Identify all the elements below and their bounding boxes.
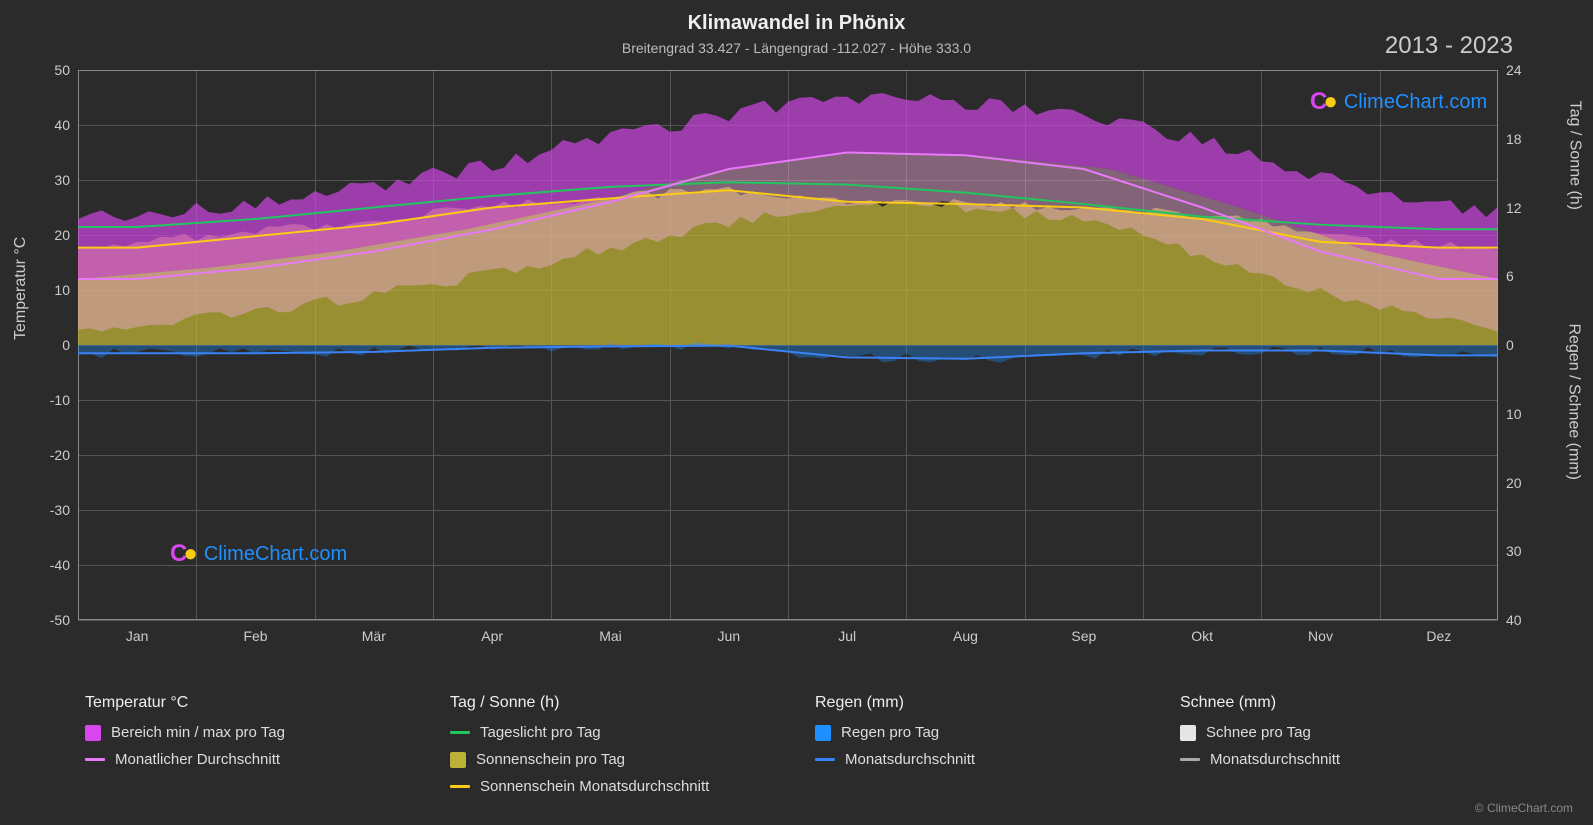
legend-column: Regen (mm) Regen pro Tag Monatsdurchschnit…: [815, 694, 1140, 805]
y-tick-right-bottom: 30: [1506, 543, 1522, 559]
y-tick-left: -30: [50, 502, 70, 518]
y-tick-left: 30: [54, 172, 70, 188]
y-tick-right-top: 0: [1506, 337, 1514, 353]
y-tick-right-top: 6: [1506, 268, 1514, 284]
y-tick-left: -10: [50, 392, 70, 408]
y-tick-right-top: 12: [1506, 200, 1522, 216]
legend-line-icon: [450, 731, 470, 734]
legend-item-label: Monatlicher Durchschnitt: [115, 751, 280, 768]
legend-item: Sonnenschein pro Tag: [450, 751, 775, 768]
year-range-label: 2013 - 2023: [1385, 32, 1513, 60]
legend-line-icon: [1180, 758, 1200, 761]
legend-item-label: Monatsdurchschnitt: [845, 751, 975, 768]
legend-swatch-icon: [815, 725, 831, 741]
x-tick-month: Sep: [1071, 628, 1096, 644]
watermark-text: ClimeChart.com: [204, 543, 347, 566]
legend: Temperatur °C Bereich min / max pro Tag Mo…: [85, 694, 1505, 805]
legend-column: Schnee (mm) Schnee pro Tag Monatsdurchschn…: [1180, 694, 1505, 805]
x-tick-month: Mär: [362, 628, 386, 644]
legend-item: Monatsdurchschnitt: [815, 751, 1140, 768]
y-tick-left: -50: [50, 612, 70, 628]
legend-column-title: Regen (mm): [815, 694, 1140, 712]
y-axis-right-top-label: Tag / Sonne (h): [1565, 101, 1583, 210]
x-tick-month: Apr: [481, 628, 503, 644]
x-tick-month: Jul: [838, 628, 856, 644]
x-tick-month: Jun: [718, 628, 741, 644]
y-tick-right-top: 24: [1506, 62, 1522, 78]
legend-swatch-icon: [450, 752, 466, 768]
legend-column: Temperatur °C Bereich min / max pro Tag Mo…: [85, 694, 410, 805]
x-tick-month: Jan: [126, 628, 149, 644]
legend-line-icon: [815, 758, 835, 761]
legend-swatch-icon: [1180, 725, 1196, 741]
legend-item: Bereich min / max pro Tag: [85, 724, 410, 741]
legend-item-label: Bereich min / max pro Tag: [111, 724, 285, 741]
legend-item-label: Tageslicht pro Tag: [480, 724, 601, 741]
legend-item: Regen pro Tag: [815, 724, 1140, 741]
legend-item: Monatsdurchschnitt: [1180, 751, 1505, 768]
x-tick-month: Aug: [953, 628, 978, 644]
watermark: C●ClimeChart.com: [1310, 88, 1487, 116]
chart-title: Klimawandel in Phönix: [0, 12, 1593, 35]
x-tick-month: Okt: [1191, 628, 1213, 644]
y-tick-left: 10: [54, 282, 70, 298]
y-tick-left: 50: [54, 62, 70, 78]
y-tick-left: -40: [50, 557, 70, 573]
y-tick-left: 40: [54, 117, 70, 133]
y-tick-right-bottom: 10: [1506, 406, 1522, 422]
legend-item: Tageslicht pro Tag: [450, 724, 775, 741]
y-tick-right-bottom: 40: [1506, 612, 1522, 628]
legend-item-label: Sonnenschein pro Tag: [476, 751, 625, 768]
y-axis-left-label: Temperatur °C: [12, 237, 30, 340]
x-tick-month: Nov: [1308, 628, 1333, 644]
legend-item-label: Monatsdurchschnitt: [1210, 751, 1340, 768]
grid-line-horizontal: [78, 620, 1498, 621]
y-tick-right-top: 18: [1506, 131, 1522, 147]
chart-plot-area: -50-40-30-20-100102030405006121824102030…: [78, 70, 1498, 620]
x-tick-month: Dez: [1426, 628, 1451, 644]
x-tick-month: Feb: [243, 628, 267, 644]
legend-line-icon: [450, 785, 470, 788]
watermark: C●ClimeChart.com: [170, 540, 347, 568]
x-tick-month: Mai: [599, 628, 622, 644]
legend-swatch-icon: [85, 725, 101, 741]
legend-item-label: Sonnenschein Monatsdurchschnitt: [480, 778, 709, 795]
legend-column-title: Temperatur °C: [85, 694, 410, 712]
y-tick-left: 0: [62, 337, 70, 353]
copyright-text: © ClimeChart.com: [1475, 801, 1573, 815]
y-axis-right-bottom-label: Regen / Schnee (mm): [1565, 323, 1583, 480]
legend-column-title: Tag / Sonne (h): [450, 694, 775, 712]
y-tick-right-bottom: 20: [1506, 475, 1522, 491]
legend-item-label: Regen pro Tag: [841, 724, 939, 741]
legend-item: Monatlicher Durchschnitt: [85, 751, 410, 768]
legend-item: Sonnenschein Monatsdurchschnitt: [450, 778, 775, 795]
legend-item-label: Schnee pro Tag: [1206, 724, 1311, 741]
legend-line-icon: [85, 758, 105, 761]
legend-column: Tag / Sonne (h) Tageslicht pro Tag Sonnens…: [450, 694, 775, 805]
chart-subtitle: Breitengrad 33.427 - Längengrad -112.027…: [0, 40, 1593, 56]
watermark-text: ClimeChart.com: [1344, 91, 1487, 114]
y-tick-left: -20: [50, 447, 70, 463]
legend-column-title: Schnee (mm): [1180, 694, 1505, 712]
legend-item: Schnee pro Tag: [1180, 724, 1505, 741]
y-tick-left: 20: [54, 227, 70, 243]
